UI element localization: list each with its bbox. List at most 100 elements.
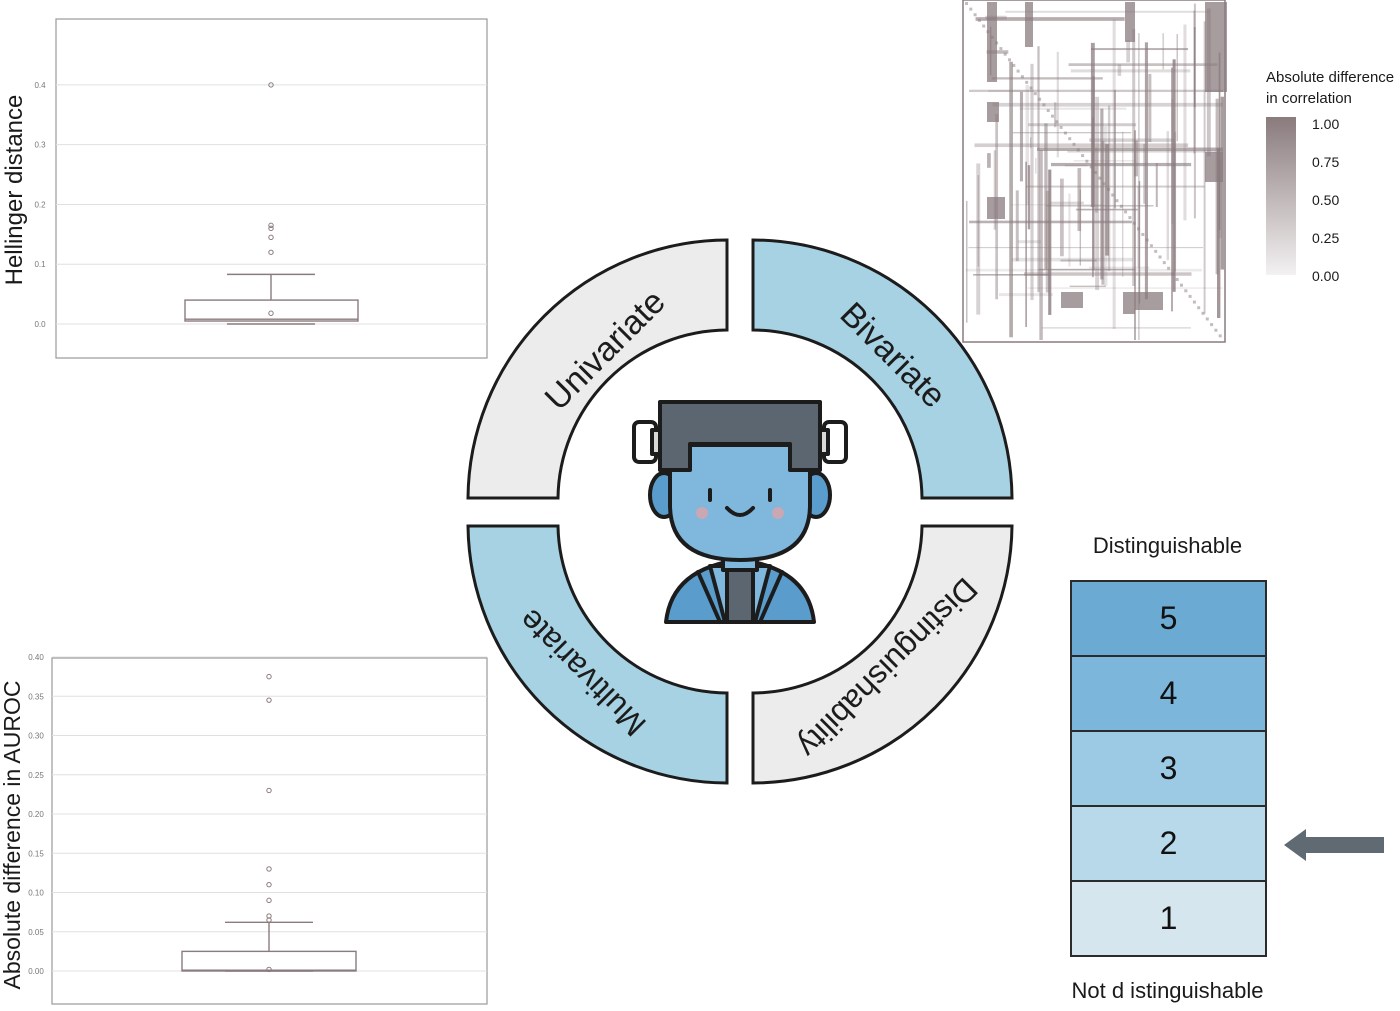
legend-tick: 0.25	[1312, 230, 1339, 246]
heatmap-cell	[1072, 142, 1076, 146]
heatmap-cell	[969, 7, 973, 11]
heatmap-cell	[1009, 61, 1013, 338]
heatmap-cell	[1176, 34, 1179, 142]
outlier-point	[266, 787, 272, 794]
heatmap-cell	[1019, 107, 1127, 110]
correlation-heatmap: Absolute difference in correlation 1.00 …	[960, 0, 1400, 350]
heatmap-cell	[1038, 268, 1136, 271]
heatmap-cell	[1033, 92, 1037, 96]
y-tick-label: 0.05	[28, 928, 44, 937]
heatmap-cell	[1197, 306, 1201, 310]
heatmap-cell	[993, 150, 997, 230]
heatmap-cell	[1094, 147, 1099, 213]
heatmap-cell	[1048, 169, 1052, 315]
heatmap-cell	[1053, 102, 1057, 128]
heatmap-cell	[1134, 130, 1136, 340]
heatmap-cell	[1046, 204, 1154, 207]
scale-level-value: 5	[1159, 600, 1178, 636]
heatmap-cell	[1188, 294, 1192, 298]
heatmap-cell	[1184, 289, 1188, 293]
scale-level-4: 4	[1072, 655, 1265, 730]
heatmap-cell	[1042, 103, 1046, 107]
heatmap-cell	[1055, 120, 1059, 124]
wheel-svg: Univariate Bivariate Multivariate Distin…	[466, 238, 1014, 785]
heatmap-cell	[1012, 63, 1016, 67]
outlier-point	[268, 249, 274, 255]
scale-levels: 5 4 3 2 1	[1070, 580, 1267, 957]
heatmap-cell	[1061, 292, 1083, 308]
heatmap-cell	[1138, 33, 1140, 340]
heatmap-cell	[1141, 232, 1145, 236]
plot-frame	[51, 657, 488, 1005]
heatmap-cell	[974, 143, 1189, 148]
y-tick-label: 0.00	[28, 967, 44, 976]
outlier-point	[268, 310, 274, 316]
heatmap-cell	[975, 17, 1125, 21]
heatmap-cell	[1171, 272, 1175, 276]
heatmap-cell	[1132, 221, 1136, 225]
heatmap-cell	[1100, 108, 1104, 280]
box-iqr	[181, 950, 357, 972]
heatmap-cell	[1166, 131, 1170, 261]
heatmap-cell	[998, 293, 1053, 297]
scale-level-5: 5	[1072, 582, 1265, 655]
heatmap-cell	[1094, 171, 1097, 174]
outlier-point	[268, 225, 274, 232]
heatmap-cell	[1217, 148, 1221, 318]
heatmap-cell	[977, 18, 981, 22]
segment-distinguishability	[751, 524, 1014, 785]
heatmap-cell	[1038, 97, 1042, 101]
heatmap-cell	[1070, 69, 1191, 73]
legend-tick: 0.50	[1312, 192, 1339, 208]
auroc-boxplot: 0.00 0.05 0.10 0.15 0.20 0.25 0.30 0.35 0.40 Abs…	[0, 640, 500, 1006]
heatmap-cell	[1079, 189, 1081, 266]
heatmap-cell	[1068, 193, 1071, 267]
heatmap-cell	[968, 246, 1204, 249]
legend-title-line1: Absolute difference	[1266, 69, 1394, 86]
heatmap-cell	[1138, 181, 1141, 304]
heatmap-cell	[1077, 168, 1082, 232]
heatmap-cell	[1167, 266, 1171, 270]
hellinger-ylabel: Hellinger distance	[1, 95, 28, 286]
heatmap-cell	[1117, 64, 1122, 76]
heatmap-cell	[1098, 176, 1102, 180]
outlier-point	[266, 881, 272, 888]
heatmap-cell	[1023, 272, 1192, 276]
mascot-icon	[632, 400, 848, 624]
y-tick-label: 0.3	[34, 141, 46, 150]
heatmap-cell	[992, 102, 1223, 107]
heatmap-cell	[1162, 261, 1166, 265]
hellinger-plot-svg: 0.0 0.1 0.2 0.3 0.4 Hellinger distance	[1, 18, 488, 359]
scale-level-2: 2	[1072, 805, 1265, 880]
y-tick-label: 0.10	[28, 889, 44, 898]
heatmap-cell	[1060, 178, 1064, 257]
heatmap-cell	[999, 47, 1003, 51]
outlier-point	[266, 966, 272, 973]
heatmap-cell	[1134, 140, 1138, 177]
heatmap-cell	[1092, 76, 1095, 271]
scale-top-label: Distinguishable	[1092, 533, 1243, 558]
heatmap-cell	[1081, 154, 1085, 158]
outlier-point	[268, 82, 274, 88]
heatmap-cell	[1029, 137, 1032, 149]
heatmap-cell	[1060, 259, 1097, 262]
segment-bivariate	[751, 238, 1014, 500]
heatmap-cell	[1126, 39, 1131, 63]
heatmap-cell	[987, 102, 999, 122]
heatmap-cell	[1218, 52, 1221, 230]
heatmap-cell	[1018, 240, 1041, 244]
heatmap-cell	[1137, 185, 1140, 268]
y-tick-label: 0.25	[28, 771, 44, 780]
heatmap-cell	[990, 35, 994, 39]
heatmap-cell	[1145, 238, 1149, 242]
heatmap-cell	[1056, 51, 1059, 158]
heatmap-cell	[1027, 165, 1031, 230]
heatmap-cell	[1067, 150, 1223, 153]
heatmap-cell	[1220, 96, 1225, 270]
outlier-point	[266, 697, 272, 703]
heatmap-cell	[1106, 187, 1110, 191]
scale-level-3: 3	[1072, 730, 1265, 805]
y-tick-label: 0.30	[28, 732, 44, 741]
heatmap-cell	[1039, 149, 1043, 340]
heatmap-cell	[987, 197, 1005, 219]
